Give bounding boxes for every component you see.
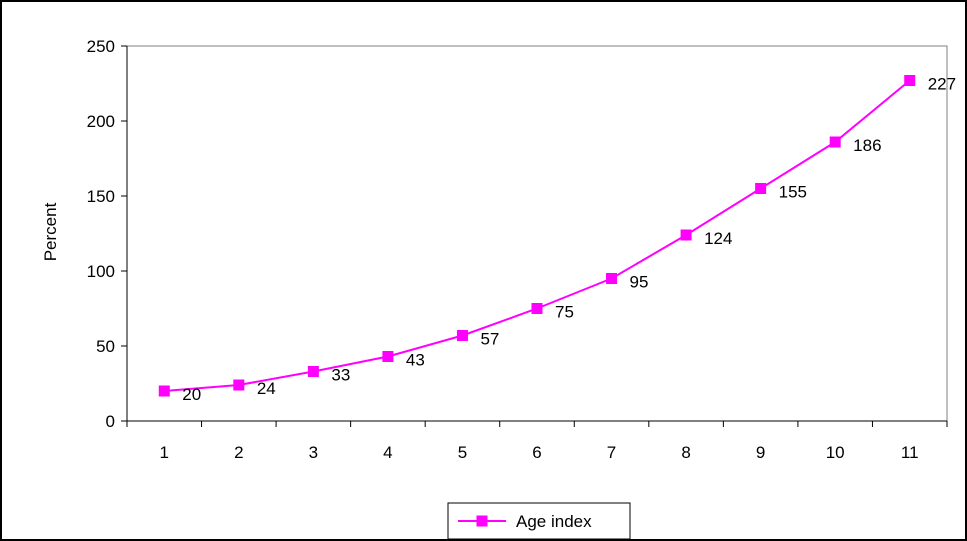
data-point — [680, 229, 692, 241]
x-tick-label: 5 — [458, 443, 467, 462]
data-point — [456, 330, 468, 341]
data-point — [755, 183, 767, 194]
y-axis-title: Percent — [41, 202, 60, 261]
data-point — [382, 351, 394, 362]
data-label: 95 — [630, 273, 649, 292]
x-tick-label: 10 — [826, 443, 845, 462]
data-label: 57 — [480, 330, 499, 349]
x-tick-label: 7 — [607, 443, 616, 462]
x-tick-label: 11 — [901, 443, 919, 462]
data-label: 75 — [555, 303, 574, 322]
data-label: 124 — [704, 229, 732, 248]
data-point — [531, 303, 543, 314]
y-tick-label: 0 — [106, 412, 115, 431]
data-point — [307, 366, 319, 377]
x-tick-label: 9 — [756, 443, 765, 462]
data-point — [158, 385, 170, 397]
data-label: 20 — [182, 385, 201, 404]
data-label: 33 — [331, 366, 350, 385]
x-tick-label: 6 — [532, 443, 541, 462]
data-point — [829, 136, 841, 148]
data-label: 43 — [406, 351, 425, 370]
y-tick-label: 250 — [87, 37, 115, 56]
x-tick-label: 2 — [234, 443, 243, 462]
y-tick-label: 50 — [96, 337, 115, 356]
legend-label: Age index — [516, 512, 592, 531]
x-tick-label: 4 — [383, 443, 392, 462]
y-tick-label: 150 — [87, 187, 115, 206]
x-tick-label: 8 — [681, 443, 690, 462]
legend-marker — [476, 515, 488, 527]
data-label: 155 — [779, 183, 807, 202]
x-tick-label: 3 — [309, 443, 318, 462]
data-point — [904, 75, 916, 86]
y-tick-label: 100 — [87, 262, 115, 281]
data-label: 24 — [257, 379, 276, 398]
data-label: 186 — [853, 136, 881, 155]
plot-area — [126, 45, 948, 422]
data-label: 227 — [928, 75, 956, 94]
x-tick-label: 1 — [160, 443, 169, 462]
data-point — [233, 379, 245, 391]
data-point — [606, 273, 618, 284]
y-tick-label: 200 — [87, 112, 115, 131]
